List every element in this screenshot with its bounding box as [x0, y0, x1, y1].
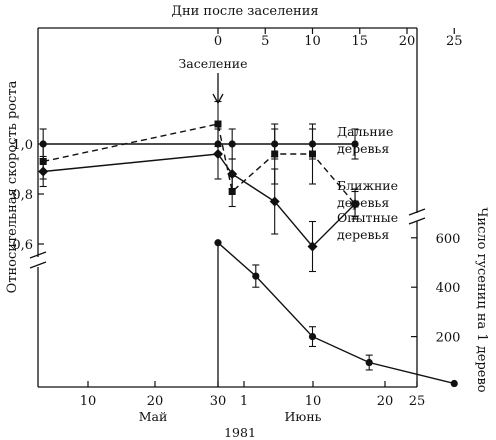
ticks-layer: 10 20 30 1 10 20 25 0 5 10 15 20 25 0,6 0,8 1,0 200 400 60… — [12, 28, 463, 409]
bottom-tick-label: 10 — [305, 394, 322, 409]
month-label-june: Июнь — [285, 409, 322, 424]
series-caterpillars-point — [308, 333, 317, 341]
legend-far: Дальние деревья — [337, 124, 393, 156]
series-experimental-trees-point — [350, 199, 361, 209]
series-caterpillars-line — [217, 242, 455, 385]
series-far-trees-point — [351, 140, 359, 148]
top-axis-title: Дни после заселения — [171, 4, 318, 19]
series-caterpillars-point — [252, 272, 260, 280]
bottom-tick-label: 25 — [409, 394, 426, 409]
series-caterpillars-point — [214, 239, 222, 247]
legend-near-line1: Ближние — [337, 178, 398, 193]
axis-breaks — [29, 208, 426, 269]
series-near-trees-point — [228, 188, 236, 195]
series-experimental-trees-point — [269, 196, 280, 207]
top-tick-label: 15 — [351, 34, 368, 49]
legend-experimental-line1: Опытные — [337, 210, 398, 225]
series-near-trees-point — [271, 150, 279, 158]
top-tick-label: 25 — [446, 34, 463, 49]
legend-far-line2: деревья — [337, 141, 389, 156]
legend-far-line1: Дальние — [337, 124, 393, 139]
series-experimental-trees-point — [307, 241, 318, 252]
series-near-trees-point — [214, 120, 222, 128]
series-experimental-trees-point — [213, 149, 223, 159]
top-tick-label: 10 — [304, 34, 321, 49]
right-tick-label: 400 — [436, 281, 461, 296]
series-experimental-trees-line — [43, 153, 356, 248]
legend-experimental-line2: деревья — [337, 227, 389, 242]
bottom-tick-label: 30 — [210, 394, 227, 409]
legend-experimental: Опытные деревья — [337, 210, 398, 242]
top-tick-label: 0 — [214, 34, 222, 49]
series-caterpillars-point — [365, 358, 373, 367]
series-caterpillars-point — [450, 379, 458, 388]
right-axis-break — [408, 208, 426, 225]
legend-near: Ближние деревья — [337, 178, 398, 210]
plot-frame — [37, 27, 418, 388]
left-tick-label: 0,8 — [12, 188, 33, 203]
right-tick-label: 600 — [436, 232, 461, 247]
top-tick-label: 20 — [399, 34, 416, 49]
series-experimental-trees-point — [38, 166, 49, 177]
right-axis-title: Число гусениц на 1 дерево — [474, 207, 489, 392]
series-experimental-trees-point — [227, 169, 238, 179]
bottom-tick-label: 10 — [80, 394, 97, 409]
settlement-arrow — [212, 73, 224, 105]
month-label-may: Май — [139, 409, 168, 424]
legend-near-line2: деревья — [337, 195, 389, 210]
left-tick-label: 1,0 — [12, 138, 33, 153]
right-tick-label: 200 — [436, 331, 461, 346]
left-axis-title: Относительная скорость роста — [5, 80, 20, 293]
bottom-tick-label: 1 — [240, 394, 248, 409]
bottom-tick-label: 20 — [377, 394, 394, 409]
year-label: 1981 — [224, 425, 256, 440]
settlement-annotation: Заселение — [178, 56, 247, 71]
series-near-trees-line — [43, 123, 356, 205]
series-layer — [38, 100, 458, 388]
bottom-tick-label: 20 — [147, 394, 164, 409]
top-tick-label: 5 — [261, 34, 269, 49]
series-far-trees-point — [228, 140, 236, 148]
series-near-trees-point — [309, 150, 316, 158]
left-tick-label: 0,6 — [12, 238, 33, 253]
left-axis-break — [29, 251, 47, 269]
